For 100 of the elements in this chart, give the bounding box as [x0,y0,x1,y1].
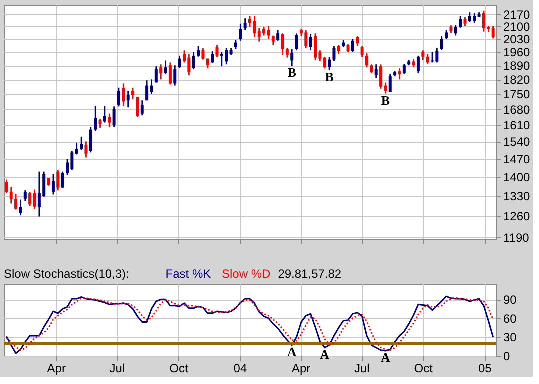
candlestick [24,190,27,202]
x-tick-label: Apr [47,362,66,376]
candlestick [108,113,112,128]
candlestick [239,23,242,42]
y-tick-label: 1820 [504,73,531,88]
y-tick-label: 1680 [504,102,531,117]
x-tick-label: Apr [292,362,311,376]
y-tick-label: 1190 [504,230,530,245]
annotation: B [325,70,334,85]
x-tick-label: 04 [234,362,248,376]
x-tick-label: Jul [354,362,370,376]
x-tick-label: Oct [414,362,434,376]
candlestick [5,179,8,194]
candlestick [332,46,336,62]
candlestick [56,170,60,192]
y-tick-label: 2100 [504,20,531,34]
candlestick [464,16,467,28]
candlestick [174,64,177,86]
candlestick [19,199,22,216]
candlestick [28,191,32,207]
annotation: A [287,344,298,360]
y-tick-label: 1470 [504,152,531,166]
annotation: A [320,346,330,362]
candlestick [89,126,92,154]
candlestick [94,105,98,132]
y-tick-label: 2170 [504,8,531,22]
candlestick [492,25,495,40]
x-tick-label: 05 [478,362,492,376]
candlestick [445,29,448,40]
candlestick [374,64,378,79]
candlestick [84,140,88,158]
candlestick [356,36,360,47]
y-tick-label: 1540 [504,135,531,150]
candlestick [398,68,402,80]
candlestick [416,55,420,74]
y-tick-label: 1750 [504,88,531,102]
candlestick [168,62,172,86]
candlestick [286,48,289,59]
candlestick [365,52,368,68]
candlestick [337,44,340,55]
candlestick [112,106,116,128]
candlestick [459,16,462,29]
candlestick [422,50,425,61]
candlestick [80,136,84,151]
candlestick [202,48,205,60]
candlestick [192,51,196,70]
candlestick [154,66,158,84]
candlestick [309,33,312,52]
candlestick [234,39,238,50]
annotation: B [288,65,297,80]
candlestick [426,53,430,65]
x-tick-label: Jul [110,362,126,376]
annotation: B [381,92,390,108]
candlestick [103,105,106,124]
series-label: Fast %K [166,267,212,281]
candlestick [295,32,298,52]
candlestick [33,189,36,210]
candlestick [216,44,219,58]
candlestick [380,64,383,90]
candlestick [178,55,182,69]
candlestick [276,30,280,42]
y-tick-label: 1260 [504,210,531,224]
candlestick [323,56,326,70]
candlestick [140,100,144,116]
candlestick [75,142,78,156]
candlestick [117,87,120,108]
candlestick [290,48,294,67]
y-tick-label: 2030 [504,32,531,47]
candlestick [440,36,444,51]
candlestick [164,60,168,76]
chart-title: Slow Stochastics(10,3): [4,267,130,281]
candlestick [328,56,332,72]
candlestick [122,83,126,107]
candlestick [211,50,214,64]
candlestick [132,87,135,100]
annotation: A [381,350,392,365]
candlestick [281,32,284,56]
candlestick [136,96,140,118]
y-tick-label: 90 [504,293,518,308]
candlestick [61,171,64,190]
candlestick [126,90,130,108]
y-tick-label: 30 [504,330,518,345]
y-tick-label: 1400 [504,170,531,185]
y-tick-label: 1610 [504,118,531,133]
candlestick [146,80,149,102]
candlestick [160,64,163,80]
candlestick [314,32,318,61]
candlestick [52,174,55,196]
candlestick [360,46,364,58]
candlestick [272,35,275,46]
candlestick [244,18,247,31]
candlestick [454,24,458,36]
candlestick [402,64,406,75]
y-tick-label: 1890 [504,59,531,74]
text: Slow %D [222,267,272,281]
candlestick [351,38,354,53]
y-tick-label: 1960 [504,46,531,60]
y-tick-label: 0 [504,350,510,364]
x-tick-label: Oct [170,362,189,376]
text: 29.81,57.82 [278,267,342,281]
